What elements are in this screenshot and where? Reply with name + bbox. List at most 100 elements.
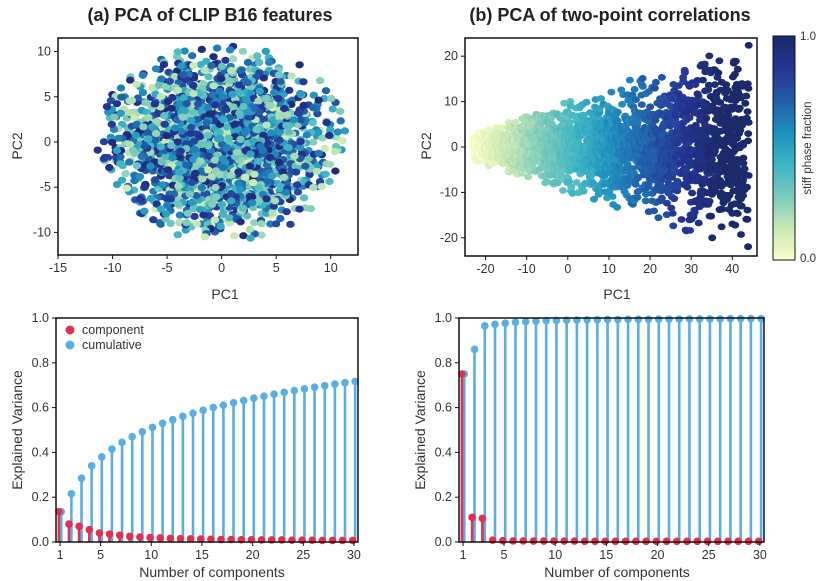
scatter-point xyxy=(625,76,634,84)
scatter-point xyxy=(275,136,284,144)
scatter-point xyxy=(282,208,291,216)
scatter-point xyxy=(296,138,305,146)
scatter-point xyxy=(218,210,228,218)
scatter-point xyxy=(125,158,134,166)
scatter-point xyxy=(215,87,224,95)
scatter-point xyxy=(257,231,266,239)
scatter-point xyxy=(110,113,119,121)
scatter-point xyxy=(151,176,160,184)
scatter-point xyxy=(139,123,148,131)
scatter-point xyxy=(144,129,153,137)
scatter-point xyxy=(608,193,617,200)
scatter-point xyxy=(245,225,254,234)
scatter-point xyxy=(254,97,263,105)
panel-a-title: (a) PCA of CLIP B16 features xyxy=(87,5,332,25)
scatter-point xyxy=(132,120,141,128)
scatter-point xyxy=(173,231,182,239)
scatter-point xyxy=(731,221,740,229)
scatter-point xyxy=(722,81,731,89)
scatter-point xyxy=(227,197,236,205)
scatter-point xyxy=(715,57,724,65)
scatter-point xyxy=(182,161,191,169)
scatter-point xyxy=(182,100,191,108)
scatter-point xyxy=(262,177,272,185)
scatter-point xyxy=(218,93,227,101)
scatter-point xyxy=(261,47,270,55)
scatter-point xyxy=(235,109,244,117)
scatter-point xyxy=(302,131,311,139)
scatter-point xyxy=(189,137,199,145)
scatter-point xyxy=(227,190,236,198)
scatter-point xyxy=(189,90,198,98)
scatter-point xyxy=(733,65,742,73)
scatter-point xyxy=(161,152,171,160)
scatter-point xyxy=(222,144,232,152)
scatter-point xyxy=(204,166,213,174)
scatter-point xyxy=(136,195,145,203)
scatter-point xyxy=(200,66,209,74)
scatter-point xyxy=(589,179,597,187)
scatter-point xyxy=(252,126,261,134)
scatter-point xyxy=(225,219,234,227)
scatter-point xyxy=(597,95,606,102)
scatter-point xyxy=(153,110,163,118)
scatter-point xyxy=(161,82,171,91)
scatter-point xyxy=(141,99,151,107)
scatter-point xyxy=(197,184,206,192)
scatter-point xyxy=(100,153,110,162)
scatter-point xyxy=(162,132,171,140)
scatter-point xyxy=(282,121,291,129)
scatter-point xyxy=(167,104,176,112)
scatter-point xyxy=(268,209,277,217)
scatter-point xyxy=(234,88,244,96)
scatter-point xyxy=(574,138,583,146)
scatter-point xyxy=(129,147,138,155)
scatter-point xyxy=(135,173,145,181)
scatter-point xyxy=(686,227,695,234)
scatter-point xyxy=(250,219,259,227)
scatter-point xyxy=(326,126,335,134)
scatter-point xyxy=(210,156,219,164)
scatter-point xyxy=(224,134,233,142)
panel-b-scatter: (b) PCA of two-point correlations -20 -10… xyxy=(418,5,816,302)
scatter-point xyxy=(318,134,327,142)
scatter-point xyxy=(259,131,268,139)
scatter-point xyxy=(698,76,707,84)
scatter-point xyxy=(183,209,193,217)
scatter-point xyxy=(654,214,663,222)
scatter-point xyxy=(314,149,323,157)
scatter-point xyxy=(710,81,719,88)
scatter-point xyxy=(677,216,686,223)
scatter-point xyxy=(156,92,166,100)
scatter-point xyxy=(204,104,213,112)
scatter-point xyxy=(295,205,304,213)
scatter-point xyxy=(225,214,234,222)
scatter-point xyxy=(174,182,183,190)
scatter-point xyxy=(293,188,303,196)
scatter-point xyxy=(717,223,726,231)
scatter-point xyxy=(174,200,183,208)
scatter-point xyxy=(125,108,134,117)
scatter-point xyxy=(299,78,308,86)
scatter-point xyxy=(295,61,304,69)
scatter-point xyxy=(190,109,199,117)
scatter-point xyxy=(211,101,220,109)
scatter-point xyxy=(336,117,345,125)
panel-a-xtick-label: -5 xyxy=(162,261,173,275)
scatter-point xyxy=(226,171,236,179)
scatter-point xyxy=(254,58,264,66)
scatter-point xyxy=(156,205,166,213)
scatter-point xyxy=(670,195,679,203)
scatter-point xyxy=(236,218,245,226)
panel-a-scatter: (a) PCA of CLIP B16 features -15 -10 -5 0 5 1… xyxy=(9,5,359,302)
scatter-point xyxy=(234,179,243,188)
scatter-point xyxy=(568,190,577,197)
scatter-point xyxy=(262,94,271,102)
scatter-point xyxy=(157,158,166,166)
scatter-point xyxy=(333,128,342,136)
scatter-point xyxy=(172,67,182,75)
scatter-point xyxy=(215,128,224,136)
scatter-point xyxy=(112,146,122,155)
scatter-point xyxy=(327,94,336,102)
